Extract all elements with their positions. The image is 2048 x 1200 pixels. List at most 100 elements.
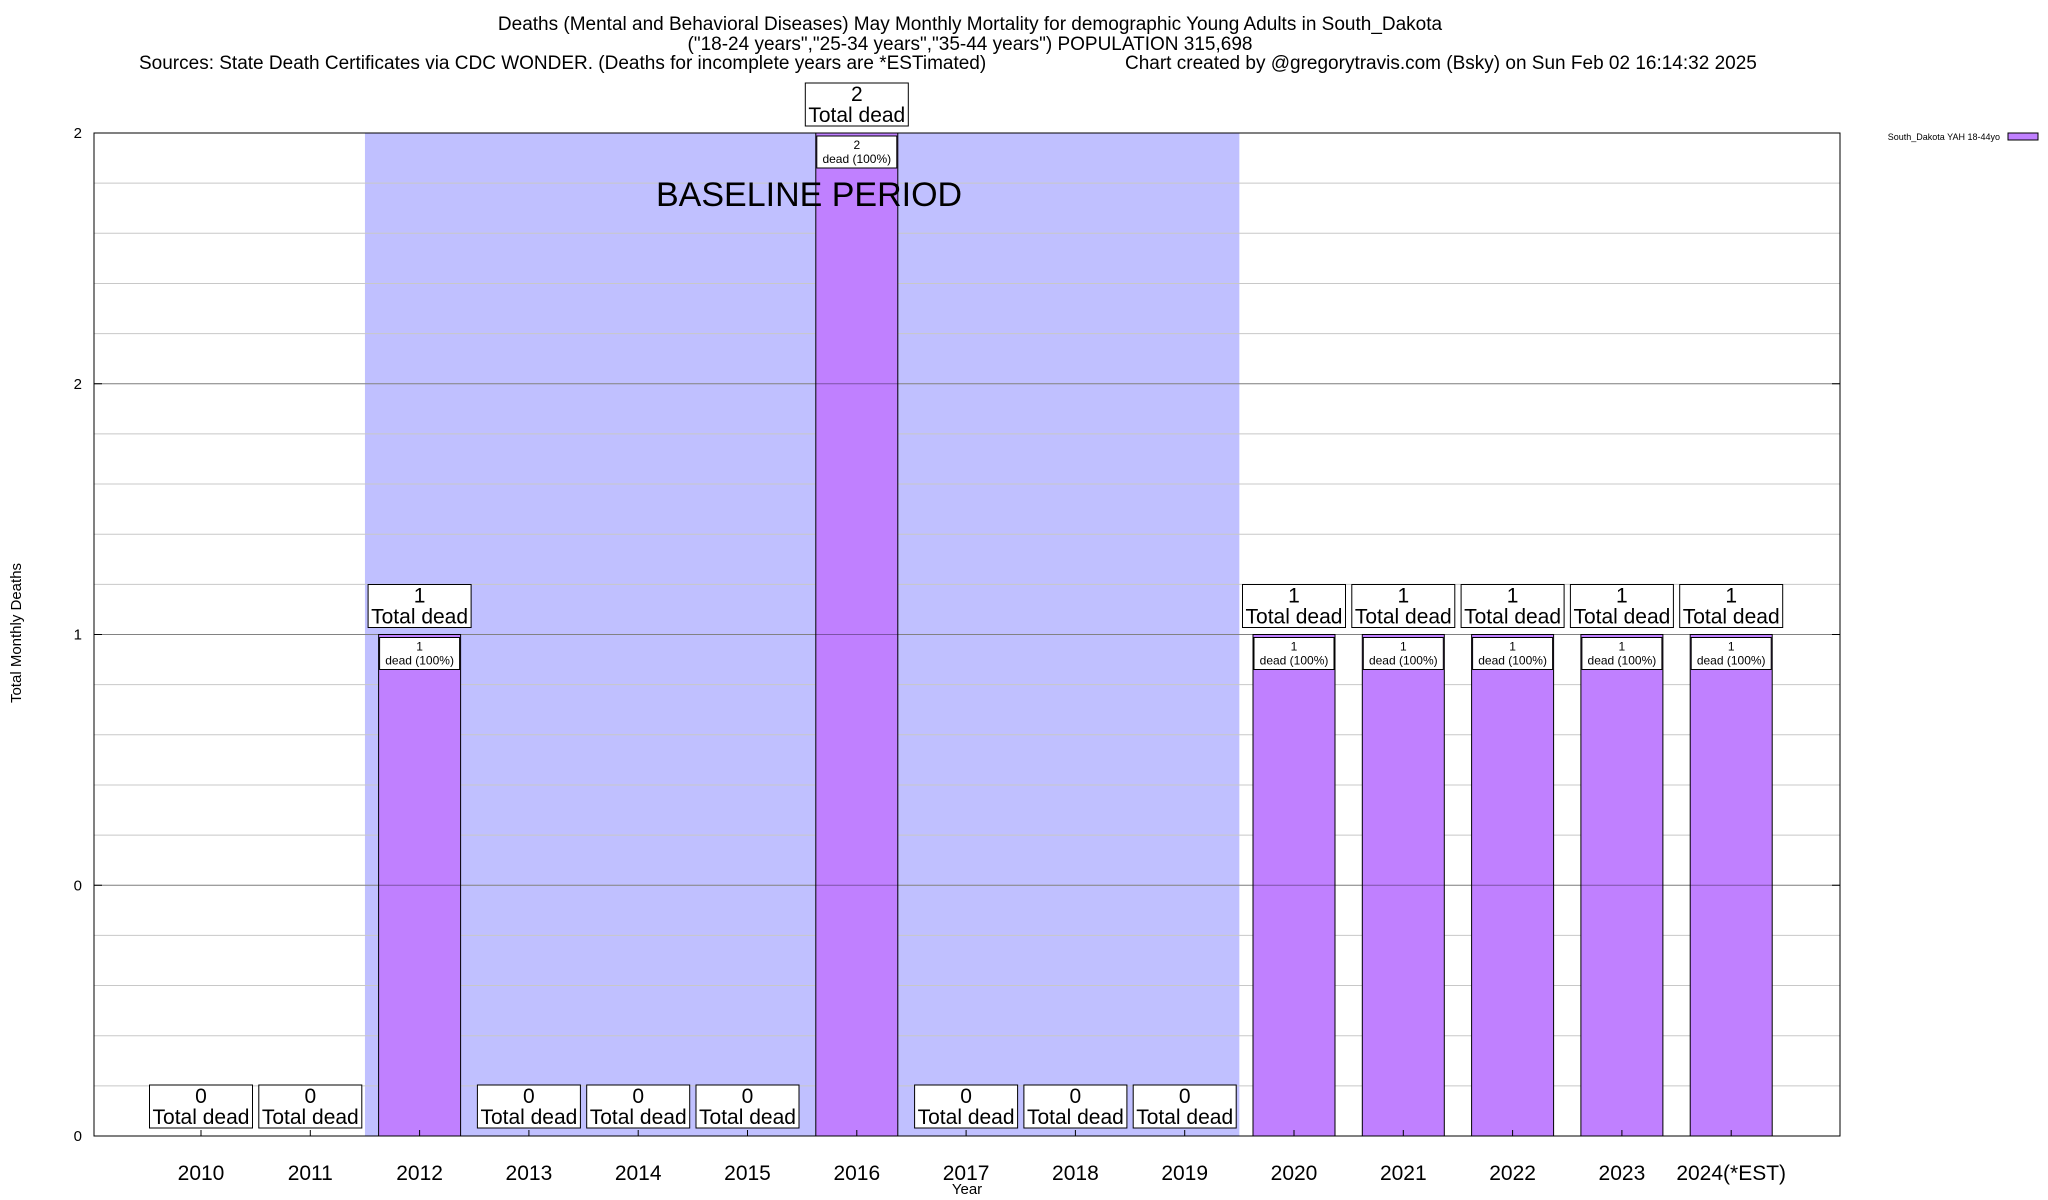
chart-sources: Sources: State Death Certificates via CD… xyxy=(139,53,987,74)
xtick-label: 2010 xyxy=(178,1162,225,1185)
total-label-box xyxy=(476,1084,581,1129)
total-label-value: 1 xyxy=(414,585,426,608)
bar-label-text: dead (100%) xyxy=(1478,654,1547,668)
total-label-text: Total dead xyxy=(1683,606,1780,629)
total-label-value: 1 xyxy=(1288,585,1300,608)
xtick-label: 2018 xyxy=(1052,1162,1099,1185)
xtick-label: 2014 xyxy=(615,1162,662,1185)
total-label-text: Total dead xyxy=(808,104,905,127)
chart-title: Deaths (Mental and Behavioral Diseases) … xyxy=(497,14,1443,35)
bar-label-box xyxy=(379,637,461,670)
total-label-value: 0 xyxy=(1179,1085,1191,1108)
y-axis-title: Total Monthly Deaths xyxy=(8,563,25,703)
bar-2024(*EST) xyxy=(1689,634,1773,1137)
ytick-label: 0 xyxy=(74,877,82,894)
bar-label-value: 1 xyxy=(1509,640,1516,654)
total-label-box xyxy=(586,1084,691,1129)
legend-label: South_Dakota YAH 18-44yo xyxy=(1888,132,2000,142)
ytick-label: 0 xyxy=(74,1128,82,1145)
total-label-box xyxy=(367,584,472,628)
bars xyxy=(197,132,1773,1137)
total-label-box xyxy=(1132,1084,1237,1129)
total-label-box xyxy=(1351,584,1456,628)
xtick-label: 2020 xyxy=(1271,1162,1318,1185)
total-label-box xyxy=(804,82,909,127)
bar-2012 xyxy=(378,634,462,1137)
bar-2020 xyxy=(1252,634,1336,1137)
bar-label-box xyxy=(1690,637,1772,670)
total-label-text: Total dead xyxy=(1355,606,1452,629)
bar-label-box xyxy=(816,135,898,169)
bar-label-value: 1 xyxy=(1619,640,1626,654)
xtick-label: 2023 xyxy=(1599,1162,1646,1185)
bar-2023 xyxy=(1580,634,1664,1137)
xtick-label: 2011 xyxy=(288,1162,333,1185)
bar-2016 xyxy=(815,132,899,1137)
xtick-label: 2017 xyxy=(943,1162,990,1185)
total-label-text: Total dead xyxy=(1464,606,1561,629)
bar-label-box xyxy=(1362,637,1444,670)
total-label-box xyxy=(1023,1084,1128,1129)
total-label-value: 0 xyxy=(960,1085,972,1108)
total-label-text: Total dead xyxy=(480,1106,577,1129)
ytick-label: 2 xyxy=(74,376,82,393)
bar-label-text: dead (100%) xyxy=(1369,654,1438,668)
total-label-value: 0 xyxy=(632,1085,644,1108)
xtick-label: 2016 xyxy=(833,1162,880,1185)
bar-label-value: 1 xyxy=(1400,640,1407,654)
total-label-value: 0 xyxy=(523,1085,535,1108)
total-label-value: 2 xyxy=(851,83,863,106)
bar-label-value: 1 xyxy=(1291,640,1298,654)
legend: South_Dakota YAH 18-44yo xyxy=(1888,132,2039,142)
xtick-label: 2022 xyxy=(1489,1162,1536,1185)
bar-label-value: 1 xyxy=(416,640,423,654)
bar-label-text: dead (100%) xyxy=(1588,654,1657,668)
total-label-box xyxy=(258,1084,363,1129)
total-label-value: 0 xyxy=(304,1085,316,1108)
bar-label-text: dead (100%) xyxy=(1260,654,1329,668)
total-label-box xyxy=(149,1084,253,1129)
total-label-box xyxy=(695,1084,800,1129)
bar-label-value: 1 xyxy=(1728,640,1735,654)
bar-label-text: dead (100%) xyxy=(1697,654,1766,668)
total-label-box xyxy=(1679,584,1784,628)
total-label-text: Total dead xyxy=(918,1106,1015,1129)
bar-label-text: dead (100%) xyxy=(822,152,891,166)
bar-label-value: 2 xyxy=(853,138,860,152)
total-label-value: 1 xyxy=(1507,585,1519,608)
total-label-value: 0 xyxy=(742,1085,754,1108)
legend-swatch xyxy=(2007,132,2039,141)
total-label-box xyxy=(1569,584,1674,628)
bar-2022 xyxy=(1471,634,1555,1137)
xtick-label: 2021 xyxy=(1380,1162,1427,1185)
chart-credit: Chart created by @gregorytravis.com (Bsk… xyxy=(1125,53,1757,74)
baseline-period-label: BASELINE PERIOD xyxy=(656,176,962,214)
total-label-value: 0 xyxy=(1070,1085,1082,1108)
total-label-value: 1 xyxy=(1725,585,1737,608)
total-label-text: Total dead xyxy=(1246,606,1343,629)
x-axis-title: Year xyxy=(952,1181,982,1198)
total-label-text: Total dead xyxy=(262,1106,359,1129)
total-label-text: Total dead xyxy=(153,1106,250,1129)
bar-2021 xyxy=(1361,634,1445,1137)
total-label-text: Total dead xyxy=(699,1106,796,1129)
total-label-box xyxy=(1460,584,1565,628)
total-label-text: Total dead xyxy=(1136,1106,1233,1129)
xtick-label: 2015 xyxy=(724,1162,771,1185)
total-label-value: 1 xyxy=(1616,585,1628,608)
xtick-label: 2012 xyxy=(396,1162,443,1185)
ytick-label: 2 xyxy=(74,125,82,142)
total-label-text: Total dead xyxy=(1027,1106,1124,1129)
total-label-text: Total dead xyxy=(371,606,468,629)
total-label-value: 0 xyxy=(195,1085,207,1108)
bar-label-box xyxy=(1253,637,1335,670)
total-label-box xyxy=(1242,584,1346,628)
bar-label-text: dead (100%) xyxy=(385,654,454,668)
total-label-value: 1 xyxy=(1397,585,1409,608)
xtick-label: 2024(*EST) xyxy=(1676,1162,1786,1185)
chart-subtitle: ("18-24 years","25-34 years","35-44 year… xyxy=(687,34,1253,55)
total-label-text: Total dead xyxy=(590,1106,687,1129)
